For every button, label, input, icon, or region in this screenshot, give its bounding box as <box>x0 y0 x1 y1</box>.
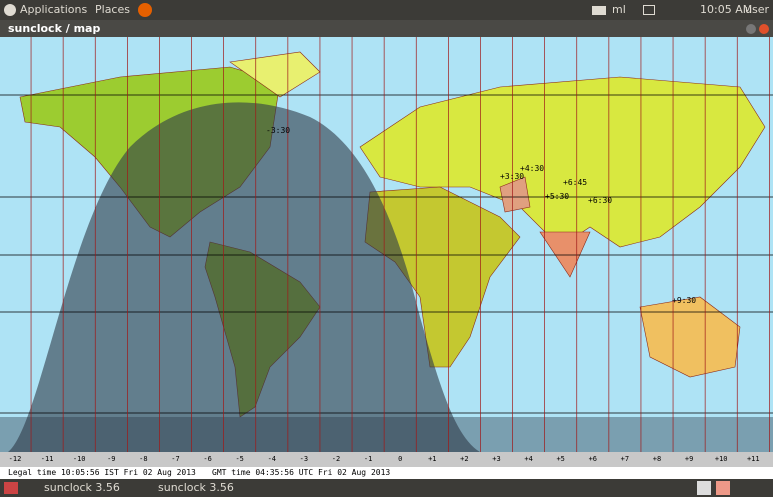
zone-label: +10 <box>715 455 728 463</box>
offset-label: +5:30 <box>545 192 569 201</box>
zone-label: -8 <box>139 455 147 463</box>
zone-label: -9 <box>107 455 115 463</box>
window-title: sunclock / map <box>8 22 101 35</box>
offset-label: -3:30 <box>266 126 290 135</box>
zone-strip <box>0 452 773 467</box>
eurasia <box>359 76 766 248</box>
zone-label: -12 <box>9 455 22 463</box>
zone-label: +3 <box>492 455 500 463</box>
workspace[interactable] <box>697 481 711 495</box>
world-map: -12 -11 -10 -9 -8 -7 -6 -5 -4 -3 -2 -1 0 +1 +2 +3 +4 +5 +6… <box>0 37 773 467</box>
zone-label: -7 <box>171 455 179 463</box>
zone-label: -4 <box>268 455 276 463</box>
zone-label: -6 <box>203 455 211 463</box>
zone-label: +11 <box>747 455 760 463</box>
task-button[interactable]: sunclock 3.56 <box>142 481 252 495</box>
zone-label: +2 <box>460 455 468 463</box>
minimize-button[interactable] <box>746 24 756 34</box>
zone-label: +7 <box>621 455 629 463</box>
india <box>539 231 591 278</box>
zone-label: -1 <box>364 455 372 463</box>
menu[interactable]: Places <box>95 3 130 16</box>
task-label: sunclock 3.56 <box>158 481 234 494</box>
zone-label: +9 <box>685 455 693 463</box>
iran <box>499 176 531 213</box>
offset-label: +3:30 <box>500 172 524 181</box>
offset-label: +4:30 <box>520 164 544 173</box>
offset-label: +9:30 <box>672 296 696 305</box>
grid <box>0 37 773 452</box>
zone-label: -5 <box>235 455 243 463</box>
show-desktop[interactable] <box>4 482 18 494</box>
zone-label: -10 <box>73 455 86 463</box>
taskbar: sunclock 3.56 sunclock 3.56 <box>0 479 773 497</box>
legal-time: Legal time 10:05:56 IST Fri 02 Aug 2013 <box>8 468 196 477</box>
zone-label: +4 <box>524 455 532 463</box>
labels: -12 -11 -10 -9 -8 -7 -6 -5 -4 -3 -2 -1 0 +1 +2 +3 +4 +5 +6… <box>9 126 760 463</box>
status-bar: Legal time 10:05:56 IST Fri 02 Aug 2013 … <box>0 467 773 479</box>
offset-label: +6:45 <box>563 178 587 187</box>
night-shadow <box>0 417 773 452</box>
mail-icon[interactable] <box>643 5 655 15</box>
zone-label: -3 <box>300 455 308 463</box>
zone-label: +1 <box>428 455 436 463</box>
zone-label: +6 <box>589 455 597 463</box>
zone-label: -11 <box>41 455 54 463</box>
offset-label: +6:30 <box>588 196 612 205</box>
australia <box>639 296 741 378</box>
ubuntu-logo[interactable] <box>4 4 16 16</box>
gmt-time: GMT time 04:35:56 UTC Fri 02 Aug 2013 <box>212 468 391 477</box>
firefox-icon[interactable] <box>138 3 152 17</box>
night-shadow <box>8 102 480 452</box>
top-panel: Applications Places ml 10:05 AM user <box>0 0 773 20</box>
workspace[interactable] <box>716 481 730 495</box>
close-button[interactable] <box>759 24 769 34</box>
keyboard-icon[interactable] <box>592 6 606 15</box>
user-name[interactable]: user <box>745 3 769 16</box>
window-titlebar: sunclock / map <box>0 20 773 37</box>
task-label: sunclock 3.56 <box>44 481 120 494</box>
zone-label: -2 <box>332 455 340 463</box>
clock[interactable]: 10:05 AM <box>700 3 753 16</box>
zone-label: +5 <box>556 455 564 463</box>
zone-label: +8 <box>653 455 661 463</box>
task-button[interactable]: sunclock 3.56 <box>28 481 138 495</box>
zone-label: 0 <box>398 455 402 463</box>
menu[interactable]: Applications <box>20 3 88 16</box>
keyboard-layout[interactable]: ml <box>612 3 626 16</box>
